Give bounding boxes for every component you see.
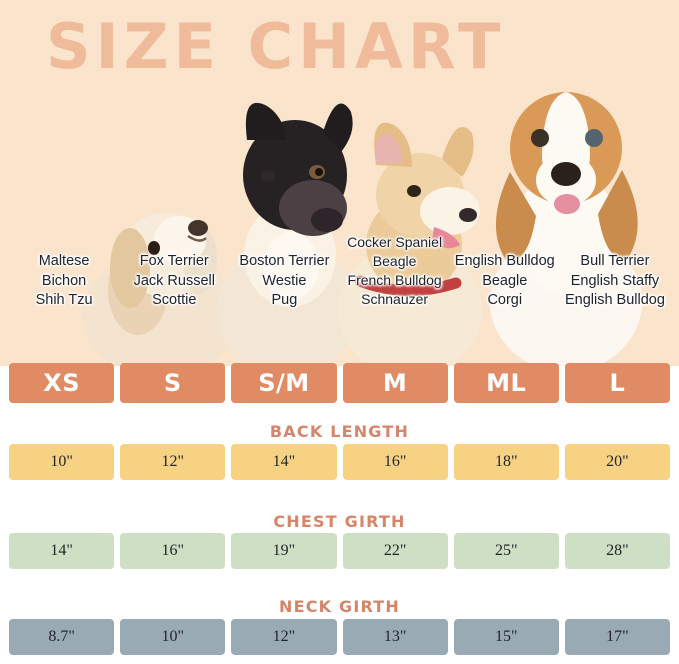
neck-girth-row: 8.7" 10" 12" 13" 15" 17" xyxy=(9,619,671,655)
breed-name: Beagle xyxy=(372,253,417,269)
back-length-sm: 14" xyxy=(231,444,337,480)
neck-girth-sm: 12" xyxy=(231,619,337,655)
size-header-row: XS S S/M M ML L xyxy=(9,363,671,403)
breed-name: English Bulldog xyxy=(564,292,665,308)
chest-girth-xs: 14" xyxy=(9,533,115,569)
breed-column-xs: Maltese Bichon Shih Tzu xyxy=(9,252,119,362)
breed-label-row: Maltese Bichon Shih Tzu Fox Terrier Jack… xyxy=(9,234,670,362)
breed-name: English Staffy xyxy=(570,272,660,289)
chest-girth-m: 22" xyxy=(342,533,448,569)
breed-name: Corgi xyxy=(487,292,523,308)
breed-name: French Bulldog xyxy=(347,272,442,288)
neck-girth-s: 10" xyxy=(120,619,226,655)
breed-name: Bichon xyxy=(41,272,87,289)
breed-name: English Bulldog xyxy=(454,253,555,269)
dog-photo-beagle xyxy=(470,52,660,366)
page-title: SIZE CHART xyxy=(46,10,506,83)
breed-column-ml: English Bulldog Beagle Corgi xyxy=(450,252,560,362)
back-length-s: 12" xyxy=(120,444,226,480)
chest-girth-l: 28" xyxy=(564,533,671,569)
breed-name: Shih Tzu xyxy=(35,292,93,308)
dog-photo-corgi xyxy=(330,85,500,366)
breed-name: Boston Terrier xyxy=(239,253,330,269)
dog-photo-french-bulldog xyxy=(195,80,375,366)
back-length-l: 20" xyxy=(564,444,671,480)
hero-photo-area: SIZE CHART xyxy=(0,0,679,366)
section-label-back-length: BACK LENGTH xyxy=(269,422,410,441)
back-length-xs: 10" xyxy=(9,444,115,480)
size-header-xs[interactable]: XS xyxy=(9,363,115,403)
breed-name: Maltese xyxy=(38,253,90,269)
chest-girth-s: 16" xyxy=(120,533,226,569)
breed-name: Cocker Spaniel xyxy=(347,234,443,250)
breed-name: Scottie xyxy=(152,292,197,308)
dog-photo-maltese xyxy=(60,140,260,366)
chest-girth-row: 14" 16" 19" 22" 25" 28" xyxy=(9,533,671,569)
size-header-ml[interactable]: ML xyxy=(453,363,559,403)
neck-girth-m: 13" xyxy=(342,619,448,655)
breed-name: Westie xyxy=(262,272,307,289)
size-header-m[interactable]: M xyxy=(342,363,448,403)
breed-name: Pug xyxy=(271,292,298,308)
breed-column-l: Bull Terrier English Staffy English Bull… xyxy=(560,252,670,362)
neck-girth-ml: 15" xyxy=(453,619,559,655)
breed-name: Beagle xyxy=(482,272,528,289)
back-length-row: 10" 12" 14" 16" 18" 20" xyxy=(9,444,671,480)
size-header-s[interactable]: S xyxy=(120,363,226,403)
section-label-neck-girth: NECK GIRTH xyxy=(278,597,401,616)
chest-girth-sm: 19" xyxy=(231,533,337,569)
size-header-l[interactable]: L xyxy=(564,363,671,403)
breed-column-sm: Boston Terrier Westie Pug xyxy=(229,252,339,362)
neck-girth-xs: 8.7" xyxy=(9,619,115,655)
breed-name: Jack Russell xyxy=(133,272,215,289)
chest-girth-ml: 25" xyxy=(453,533,559,569)
neck-girth-l: 17" xyxy=(564,619,671,655)
section-label-chest-girth: CHEST GIRTH xyxy=(273,512,406,531)
breed-name: Fox Terrier xyxy=(139,253,209,269)
back-length-ml: 18" xyxy=(453,444,559,480)
breed-name: Schnauzer xyxy=(361,291,429,307)
breed-name: Bull Terrier xyxy=(580,253,650,269)
back-length-m: 16" xyxy=(342,444,448,480)
breed-column-m: Cocker Spaniel Beagle French Bulldog Sch… xyxy=(340,233,450,343)
breed-column-s: Fox Terrier Jack Russell Scottie xyxy=(119,252,229,362)
size-header-sm[interactable]: S/M xyxy=(231,363,337,403)
